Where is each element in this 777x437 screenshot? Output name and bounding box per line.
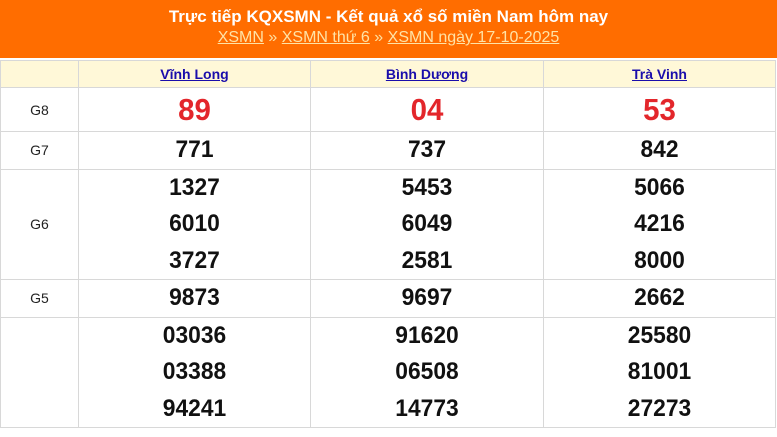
- result-number: 89: [178, 92, 211, 127]
- province-link[interactable]: Bình Dương: [385, 66, 469, 82]
- page-header: Trực tiếp KQXSMN - Kết quả xổ số miền Na…: [0, 0, 777, 58]
- breadcrumb-xsmn-thu-6[interactable]: XSMN thứ 6: [281, 29, 370, 46]
- result-cell: 737: [310, 131, 544, 170]
- corner-cell: [0, 60, 79, 88]
- result-cell: 03036 03388 94241: [78, 316, 311, 428]
- breadcrumb-xsmn[interactable]: XSMN: [217, 29, 264, 46]
- breadcrumb-xsmn-date[interactable]: XSMN ngày 17-10-2025: [387, 29, 560, 46]
- breadcrumb-separator: »: [374, 29, 384, 46]
- result-number: 5066: [634, 173, 685, 201]
- result-number: 842: [640, 136, 679, 163]
- result-number: 6010: [169, 210, 220, 237]
- result-cell: 53: [543, 87, 776, 132]
- prize-row: 03036 03388 94241 91620 06508 14773 25580 81001…: [0, 316, 776, 428]
- result-cell: 91620 06508 14773: [310, 316, 544, 428]
- result-number: 14773: [395, 394, 459, 422]
- result-cell: 5066 4216 8000: [543, 168, 776, 280]
- result-number: 06508: [395, 358, 459, 385]
- result-number: 3727: [169, 246, 220, 274]
- prize-label: G5: [0, 279, 79, 318]
- result-number: 25580: [627, 321, 692, 349]
- result-number: 737: [407, 136, 447, 163]
- result-number: 81001: [627, 358, 692, 385]
- prize-label: [0, 316, 79, 428]
- result-number: 04: [410, 92, 444, 127]
- prize-label: G7: [0, 131, 79, 170]
- result-number: 9873: [169, 284, 220, 311]
- prize-label: G8: [0, 87, 79, 132]
- results-table: Vĩnh Long Bình Dương Trà Vinh G8 89 04 53 G7…: [0, 60, 776, 428]
- result-number: 53: [643, 92, 676, 127]
- province-link[interactable]: Vĩnh Long: [160, 66, 229, 82]
- result-number: 9697: [401, 284, 453, 311]
- result-number: 03036: [162, 321, 227, 349]
- breadcrumb-separator: »: [268, 29, 278, 46]
- prize-row: G7 771 737 842: [0, 131, 776, 170]
- result-number: 4216: [634, 210, 685, 237]
- prize-row: G8 89 04 53: [0, 87, 776, 132]
- prize-row: G5 9873 9697 2662: [0, 279, 776, 318]
- result-number: 1327: [169, 173, 220, 201]
- result-cell: 25580 81001 27273: [543, 316, 776, 428]
- result-number: 771: [175, 136, 214, 163]
- breadcrumb: XSMN » XSMN thứ 6 » XSMN ngày 17-10-2025: [0, 27, 777, 49]
- result-cell: 1327 6010 3727: [78, 168, 311, 280]
- result-cell: 771: [78, 131, 311, 170]
- prize-label: G6: [0, 168, 79, 280]
- result-number: 2662: [634, 284, 685, 311]
- result-cell: 842: [543, 131, 776, 170]
- result-number: 2581: [401, 246, 453, 274]
- result-cell: 9697: [310, 279, 544, 318]
- result-number: 03388: [162, 358, 227, 385]
- result-number: 27273: [627, 394, 692, 422]
- result-cell: 2662: [543, 279, 776, 318]
- result-number: 94241: [162, 394, 227, 422]
- result-number: 91620: [395, 321, 459, 349]
- province-link[interactable]: Trà Vinh: [632, 66, 687, 82]
- result-number: 8000: [634, 246, 685, 274]
- result-cell: 89: [78, 87, 311, 132]
- page-title: Trực tiếp KQXSMN - Kết quả xổ số miền Na…: [168, 7, 609, 26]
- result-cell: 04: [310, 87, 544, 132]
- result-cell: 9873: [78, 279, 311, 318]
- prize-row: G6 1327 6010 3727 5453 6049 2581 5066 4216 8000: [0, 168, 776, 280]
- result-number: 5453: [401, 173, 453, 201]
- result-cell: 5453 6049 2581: [310, 168, 544, 280]
- result-number: 6049: [401, 210, 453, 237]
